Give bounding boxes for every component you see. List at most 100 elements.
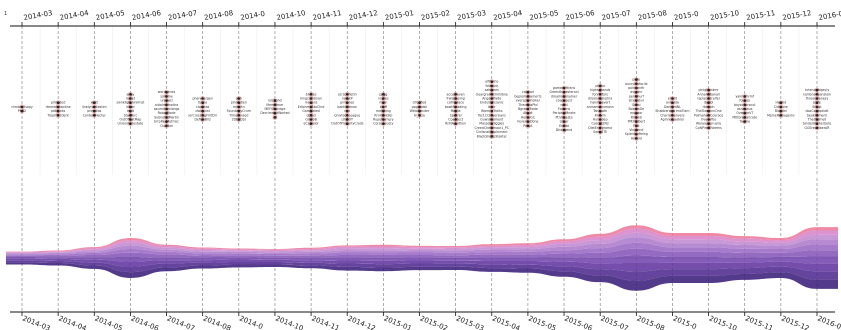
- keyword-label: tiamo: [198, 101, 207, 105]
- keyword-dot: [454, 118, 457, 121]
- keyword-label: asnnnaux: [737, 107, 753, 111]
- stream-layer: [6, 237, 838, 255]
- keyword-label: coacgeest: [556, 99, 573, 103]
- keyword-dot: [635, 82, 638, 86]
- keyword-label: pollu: [632, 78, 640, 82]
- keyword-label: ClotOfPropertyCrads: [331, 122, 364, 126]
- keyword-dot: [345, 114, 349, 117]
- keyword-label: N_Rcla: [414, 113, 425, 117]
- keyword-dot: [707, 97, 710, 100]
- keyword-label: PM2Gilbert: [628, 120, 646, 124]
- keyword-label: mogens: [305, 101, 318, 105]
- keyword-label: droalsirtonphra: [588, 97, 612, 101]
- keyword-dot: [418, 105, 421, 109]
- keyword-dot: [454, 105, 457, 109]
- keyword-dot: [165, 95, 168, 98]
- keyword-label: rbcapin: [703, 105, 715, 109]
- keyword-dot: [345, 93, 349, 96]
- keyword-label: DefighBli2: [194, 118, 210, 122]
- keyword-label: Hurmdeo: [593, 118, 608, 122]
- bottom-axis-tick-label: 2015-10: [708, 314, 738, 330]
- bottom-axis-tick-label: 2016-01: [816, 314, 841, 330]
- keyword-label: doaCsenqalatt: [805, 109, 829, 113]
- keyword-dot: [707, 109, 710, 113]
- keyword-dot: [490, 84, 494, 88]
- keyword-dot: [237, 97, 241, 100]
- bottom-axis-tick-label: 2015-06: [563, 314, 594, 330]
- keyword-dot: [635, 90, 638, 94]
- keyword-label: climbrorisopy: [11, 105, 33, 109]
- bottom-axis-tick-label: 2015-11: [744, 314, 774, 330]
- keyword-label: ErrpRecMetmsc: [154, 120, 179, 124]
- keyword-label: coldnot: [522, 90, 535, 94]
- keyword-label: ppgg: [379, 92, 387, 96]
- keyword-dot: [92, 109, 96, 113]
- keyword-dot: [345, 122, 349, 125]
- keyword-label: LINSOY: [342, 118, 353, 122]
- keyword-label: Eratbt: [559, 124, 570, 128]
- keyword-label: WetsNonder: [410, 109, 430, 113]
- keyword-dot: [635, 120, 638, 123]
- keyword-dot: [454, 93, 457, 96]
- corner-label: 1: [4, 11, 7, 17]
- keyword-label: boyscnprsnut: [734, 103, 756, 107]
- keyword-dot: [418, 114, 421, 117]
- keyword-label: TheOtSmell: [807, 118, 827, 122]
- top-axis-tick-label: 2014-11: [312, 9, 342, 22]
- keyword-label: alfriomo: [485, 80, 498, 84]
- keyword-dot: [815, 122, 819, 125]
- keyword-dot: [562, 103, 566, 107]
- keyword-dot: [201, 105, 204, 109]
- bottom-axis-tick-label: 2015-02: [419, 314, 449, 330]
- keyword-label: kingcumbnan: [300, 97, 322, 101]
- keyword-dot: [743, 95, 747, 98]
- keyword-dot: [454, 97, 457, 100]
- keyword-label: threesulanesy: [806, 97, 829, 101]
- bottom-axis-tick-label: 2015-01: [383, 314, 413, 330]
- keyword-dot: [598, 101, 602, 104]
- keyword-label: nargkP: [342, 97, 353, 101]
- keyword-label: pinmatien: [231, 101, 247, 105]
- keyword-label: highsphands: [590, 88, 611, 92]
- keyword-dot: [743, 103, 747, 107]
- keyword-label: fotmpre: [485, 84, 498, 88]
- keyword-label: Jocfe: [812, 101, 821, 105]
- keyword-dot: [345, 109, 349, 113]
- top-axis-tick-label: 2015-11: [746, 9, 776, 22]
- keyword-label: lolcliphd: [268, 99, 281, 103]
- keyword-label: OutOfDatMap: [120, 118, 142, 122]
- keyword-dot: [526, 120, 530, 123]
- keyword-label: BoedmGe: [628, 107, 644, 111]
- keyword-label: unimati: [160, 99, 172, 103]
- keyword-dot: [635, 132, 638, 136]
- keyword-label: EnduntOrzanic: [480, 101, 504, 105]
- keyword-dot: [562, 124, 566, 128]
- keyword-label: Chariemanvers: [660, 113, 685, 117]
- keyword-label: PhD2: [18, 109, 26, 113]
- keyword-label: BgrasnTrade: [518, 107, 538, 111]
- keyword-dot: [273, 103, 277, 107]
- keyword-label: TheStarmnnOne: [695, 109, 722, 113]
- keyword-dot: [309, 105, 313, 109]
- keyword-label: ContextHecter: [83, 113, 107, 117]
- keyword-dot: [635, 86, 638, 90]
- top-axis-tick-label: 2014-12: [348, 9, 378, 22]
- keyword-dot: [490, 97, 494, 100]
- bottom-axis-tick-label: 2014-07: [166, 314, 196, 330]
- keyword-dot: [635, 137, 638, 140]
- keyword-dot: [562, 86, 566, 90]
- keyword-dot: [56, 114, 60, 117]
- bottom-axis-tick-label: 2015-03: [455, 314, 485, 330]
- keyword-dot: [490, 135, 494, 138]
- keyword-label: intrac: [126, 105, 135, 109]
- keyword-label: PolmahalcCovrace: [694, 113, 723, 117]
- keyword-label: Abhdt: [523, 111, 533, 115]
- keyword-dot: [56, 105, 60, 109]
- keyword-dot: [562, 107, 566, 111]
- keyword-dot: [490, 105, 494, 109]
- keyword-dot: [635, 111, 638, 115]
- keyword-label: Blaudel: [775, 109, 787, 113]
- keyword-dot: [707, 114, 710, 117]
- keyword-dot: [598, 130, 602, 134]
- keyword-label: ppgeadsh: [412, 105, 428, 109]
